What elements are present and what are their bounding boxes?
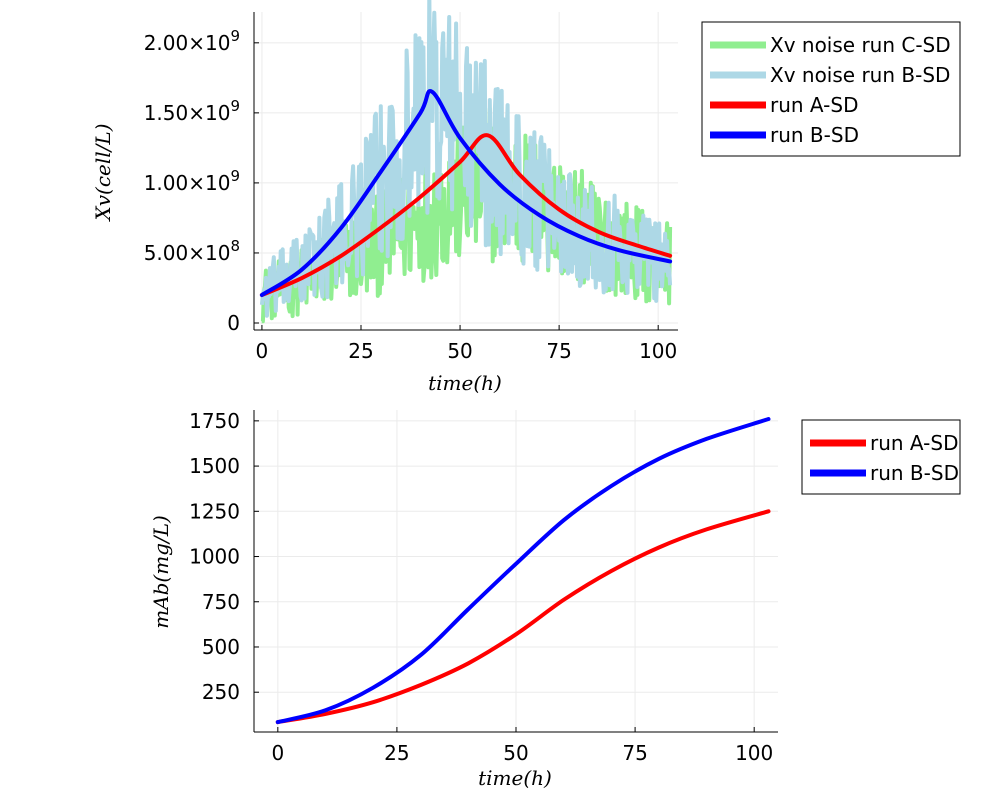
mab-y-tick-label: 1500: [189, 454, 240, 478]
mab-x-tick-label: 50: [503, 741, 528, 765]
mab-y-tick-label: 250: [202, 680, 240, 704]
xv-series: [259, 0, 673, 324]
xv-y-tick-label: 5.00×108: [144, 237, 240, 265]
xv-y-axis-label: Xv(cell/L): [91, 124, 115, 223]
xv-y-tick-label: 1.00×109: [144, 167, 240, 195]
xv-x-axis-label: time(h): [428, 371, 502, 395]
xv-legend-label: Xv noise run C-SD: [770, 33, 951, 57]
mab-y-tick-label: 1250: [189, 499, 240, 523]
mab-y-tick-label: 1000: [189, 545, 240, 569]
mab-legend-box: [801, 419, 961, 495]
mab-legend-label: run A-SD: [870, 431, 959, 455]
xv-ticks: 0 25 50 75 100 0 5.00×108 1.00×109 1.50×109 2.00×…: [144, 27, 678, 363]
mab-y-axis-label: mAb(mg/L): [149, 515, 173, 629]
xv-x-tick-label: 50: [447, 339, 472, 363]
mab-x-axis-label: time(h): [478, 766, 552, 790]
xv-y-tick-label: 1.50×109: [144, 97, 240, 125]
mab-series-run-b-sd-line: [275, 417, 771, 725]
xv-legend-label: run A-SD: [770, 93, 859, 117]
xv-series-xv-noise-run-c-sd-line: [260, 106, 673, 324]
mab-legend-label: run B-SD: [870, 461, 959, 485]
mab-y-tick-label: 750: [202, 590, 240, 614]
mab-x-tick-label: 75: [622, 741, 647, 765]
mab-series-run-a-sd-line: [275, 509, 771, 725]
xv-legend-label: run B-SD: [770, 123, 859, 147]
mab-x-tick-label: 100: [735, 741, 773, 765]
xv-series-run-b-sd-line: [259, 89, 673, 297]
mab-y-tick-label: 1750: [189, 409, 240, 433]
xv-y-tick-label: 2.00×109: [144, 27, 240, 55]
mab-series: [275, 417, 771, 725]
mab-x-tick-label: 0: [271, 741, 284, 765]
xv-series-run-a-sd-line: [259, 133, 673, 297]
mab-legend: run A-SD run B-SD: [801, 419, 961, 495]
xv-legend-label: Xv noise run B-SD: [770, 63, 950, 87]
mab-gridlines: [254, 410, 778, 732]
xv-y-tick-label: 0: [227, 311, 240, 335]
mab-ticks: 0 25 50 75 100 250 500 750 1000 1250 1500 1750: [189, 409, 773, 765]
xv-subplot: 0 25 50 75 100 0 5.00×108 1.00×109 1.50×109 2.00×…: [91, 0, 961, 395]
xv-x-tick-label: 100: [639, 339, 677, 363]
xv-x-tick-label: 75: [546, 339, 571, 363]
xv-axes: [253, 12, 678, 331]
xv-x-tick-label: 0: [256, 339, 269, 363]
xv-legend: Xv noise run C-SD Xv noise run B-SD run A-…: [701, 21, 961, 157]
mab-subplot: 0 25 50 75 100 250 500 750 1000 1250 1500 1750 time…: [149, 409, 961, 790]
mab-y-tick-label: 500: [202, 635, 240, 659]
mab-x-tick-label: 25: [384, 741, 409, 765]
xv-x-tick-label: 25: [348, 339, 373, 363]
